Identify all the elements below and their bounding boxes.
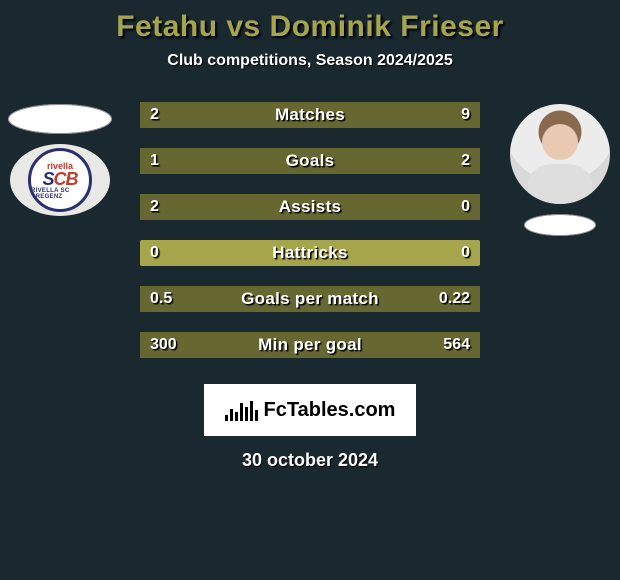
page-title: Fetahu vs Dominik Frieser xyxy=(0,0,620,44)
logo-bar xyxy=(245,407,248,421)
logo-bar xyxy=(240,403,243,421)
stat-bar-row: 00Hattricks xyxy=(140,240,480,266)
left-flag-icon xyxy=(8,104,112,134)
badge-main-a: S xyxy=(42,169,53,189)
stat-bar-row: 29Matches xyxy=(140,102,480,128)
right-flag-icon xyxy=(524,214,596,236)
footer-brand-text: FcTables.com xyxy=(264,399,396,422)
badge-main: SCB xyxy=(42,171,77,187)
left-club-badge: rivella SCB RIVELLA SC BREGENZ xyxy=(10,144,110,216)
badge-bottom: RIVELLA SC BREGENZ xyxy=(31,188,89,200)
stat-bar-row: 0.50.22Goals per match xyxy=(140,286,480,312)
badge-main-b: CB xyxy=(54,169,78,189)
bar-label: Hattricks xyxy=(140,240,480,266)
stat-bar-row: 12Goals xyxy=(140,148,480,174)
stat-bar-row: 20Assists xyxy=(140,194,480,220)
right-player-photo xyxy=(510,104,610,204)
footer-brand-suffix: Tables.com xyxy=(287,399,396,421)
logo-bar xyxy=(235,412,238,421)
logo-bar xyxy=(255,410,258,421)
bar-label: Assists xyxy=(140,194,480,220)
footer-brand-prefix: Fc xyxy=(264,399,287,421)
chart-icon xyxy=(225,399,258,421)
page-subtitle: Club competitions, Season 2024/2025 xyxy=(0,52,620,70)
date-label: 30 october 2024 xyxy=(0,450,620,471)
bar-label: Goals xyxy=(140,148,480,174)
bar-label: Min per goal xyxy=(140,332,480,358)
left-player-column: rivella SCB RIVELLA SC BREGENZ xyxy=(0,102,120,216)
logo-bar xyxy=(230,409,233,421)
logo-bar xyxy=(250,401,253,421)
bar-label: Goals per match xyxy=(140,286,480,312)
bar-label: Matches xyxy=(140,102,480,128)
club-badge-inner: rivella SCB RIVELLA SC BREGENZ xyxy=(28,148,92,212)
right-player-column xyxy=(500,102,620,236)
stat-bar-row: 300564Min per goal xyxy=(140,332,480,358)
stat-bars: 29Matches 12Goals 20Assists 00Hattricks 0.50… xyxy=(140,102,480,358)
logo-bar xyxy=(225,415,228,421)
comparison-content: rivella SCB RIVELLA SC BREGENZ 29Matches… xyxy=(0,102,620,358)
footer-brand: FcTables.com xyxy=(204,384,416,436)
